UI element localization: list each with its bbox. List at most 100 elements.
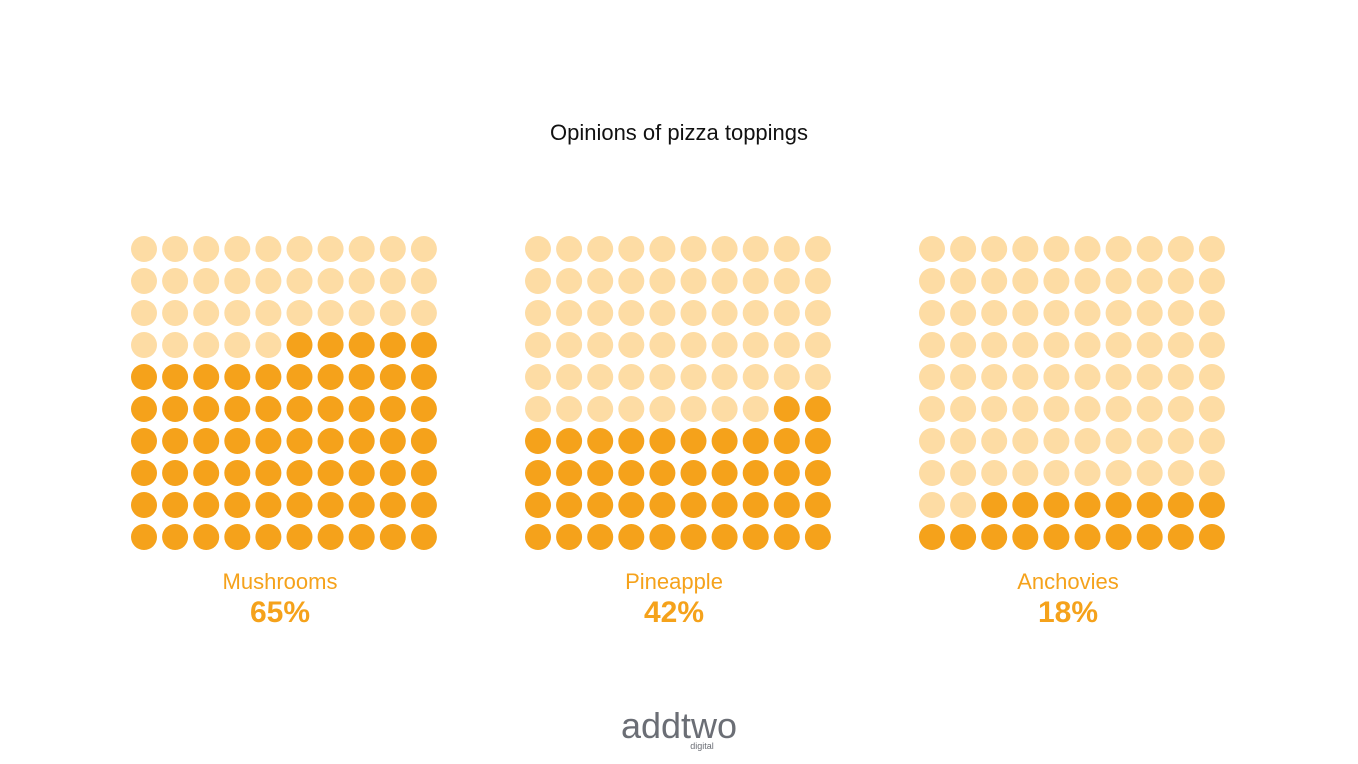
waffle-dot-filled bbox=[224, 492, 251, 518]
waffle-dot-filled bbox=[649, 460, 676, 486]
waffle-dot-empty bbox=[1043, 396, 1070, 422]
waffle-dot-empty bbox=[1074, 268, 1101, 294]
waffle-dot-empty bbox=[162, 332, 189, 358]
waffle-dot-filled bbox=[1012, 492, 1039, 518]
waffle-dot-empty bbox=[286, 300, 313, 326]
waffle-dot-empty bbox=[618, 236, 645, 262]
waffle-dot-empty bbox=[410, 236, 437, 262]
waffle-dot-filled bbox=[410, 460, 437, 486]
waffle-dot-empty bbox=[525, 396, 551, 422]
waffle-dot-empty bbox=[1136, 236, 1163, 262]
waffle-dot-filled bbox=[981, 524, 1008, 550]
waffle-dot-filled bbox=[131, 364, 157, 390]
waffle-dot-filled bbox=[162, 524, 189, 550]
waffle-dot-empty bbox=[711, 236, 738, 262]
waffle-dot-filled bbox=[410, 364, 437, 390]
waffle-dot-empty bbox=[649, 236, 676, 262]
waffle-dot-empty bbox=[255, 332, 282, 358]
waffle-dot-empty bbox=[525, 332, 551, 358]
waffle-dot-empty bbox=[379, 300, 406, 326]
waffle-dot-filled bbox=[379, 492, 406, 518]
waffle-dot-empty bbox=[773, 236, 800, 262]
waffle-dot-empty bbox=[950, 236, 977, 262]
waffle-dot-filled bbox=[410, 524, 437, 550]
waffle-dot-filled bbox=[711, 460, 738, 486]
waffle-dot-empty bbox=[981, 460, 1008, 486]
waffle-dot-empty bbox=[1074, 300, 1101, 326]
waffle-dot-empty bbox=[649, 300, 676, 326]
waffle-dot-empty bbox=[587, 300, 614, 326]
waffle-dot-empty bbox=[1043, 236, 1070, 262]
waffle-dot-empty bbox=[649, 396, 676, 422]
waffle-dot-empty bbox=[556, 268, 583, 294]
waffle-dot-empty bbox=[1105, 300, 1132, 326]
waffle-dot-empty bbox=[950, 396, 977, 422]
waffle-dot-empty bbox=[950, 428, 977, 454]
waffle-grid bbox=[525, 236, 831, 550]
waffle-chart-pineapple bbox=[525, 236, 837, 556]
series-name: Mushrooms bbox=[222, 569, 338, 594]
waffle-dot-empty bbox=[1012, 364, 1039, 390]
waffle-dot-empty bbox=[711, 300, 738, 326]
waffle-dot-filled bbox=[1167, 524, 1194, 550]
logo-tagline-text: digital bbox=[690, 741, 714, 751]
waffle-dot-empty bbox=[919, 428, 945, 454]
waffle-dot-empty bbox=[804, 236, 831, 262]
waffle-dot-empty bbox=[1074, 236, 1101, 262]
waffle-dot-filled bbox=[804, 492, 831, 518]
waffle-dot-empty bbox=[1105, 460, 1132, 486]
waffle-dot-empty bbox=[618, 332, 645, 358]
waffle-dot-empty bbox=[950, 364, 977, 390]
waffle-dot-filled bbox=[587, 460, 614, 486]
waffle-dot-empty bbox=[950, 300, 977, 326]
waffle-dot-filled bbox=[193, 364, 220, 390]
waffle-dot-empty bbox=[317, 268, 344, 294]
waffle-dot-empty bbox=[680, 332, 707, 358]
waffle-dot-filled bbox=[162, 428, 189, 454]
waffle-dot-empty bbox=[286, 236, 313, 262]
waffle-dot-filled bbox=[649, 428, 676, 454]
waffle-dot-filled bbox=[348, 396, 375, 422]
waffle-dot-empty bbox=[1105, 236, 1132, 262]
waffle-dot-filled bbox=[649, 524, 676, 550]
waffle-dot-filled bbox=[680, 492, 707, 518]
waffle-dot-filled bbox=[981, 492, 1008, 518]
waffle-dot-filled bbox=[410, 332, 437, 358]
waffle-dot-filled bbox=[224, 364, 251, 390]
waffle-dot-empty bbox=[1198, 460, 1225, 486]
waffle-dot-filled bbox=[410, 396, 437, 422]
waffle-dot-filled bbox=[556, 524, 583, 550]
series-value: 18% bbox=[1037, 596, 1099, 629]
waffle-dot-empty bbox=[1167, 396, 1194, 422]
waffle-dot-empty bbox=[742, 364, 769, 390]
logo-brand-text: addtwo bbox=[621, 705, 737, 746]
waffle-dot-empty bbox=[525, 364, 551, 390]
waffle-dot-empty bbox=[919, 236, 945, 262]
waffle-dot-empty bbox=[131, 332, 157, 358]
waffle-dot-filled bbox=[348, 460, 375, 486]
waffle-dot-empty bbox=[131, 300, 157, 326]
waffle-dot-filled bbox=[286, 492, 313, 518]
waffle-dot-filled bbox=[711, 492, 738, 518]
waffle-dot-filled bbox=[680, 460, 707, 486]
waffle-dot-filled bbox=[131, 396, 157, 422]
waffle-dot-filled bbox=[317, 492, 344, 518]
waffle-dot-filled bbox=[131, 428, 157, 454]
waffle-dot-empty bbox=[587, 396, 614, 422]
waffle-dot-empty bbox=[742, 236, 769, 262]
waffle-dot-empty bbox=[224, 332, 251, 358]
waffle-dot-filled bbox=[193, 492, 220, 518]
waffle-dot-empty bbox=[1136, 300, 1163, 326]
waffle-dot-empty bbox=[1105, 428, 1132, 454]
waffle-dot-filled bbox=[317, 524, 344, 550]
waffle-dot-filled bbox=[742, 524, 769, 550]
waffle-dot-empty bbox=[1043, 268, 1070, 294]
waffle-dot-filled bbox=[131, 460, 157, 486]
waffle-dot-empty bbox=[981, 428, 1008, 454]
waffle-dot-filled bbox=[1043, 524, 1070, 550]
waffle-dot-empty bbox=[193, 300, 220, 326]
waffle-dot-filled bbox=[379, 364, 406, 390]
waffle-dot-empty bbox=[1043, 460, 1070, 486]
waffle-dot-empty bbox=[950, 268, 977, 294]
waffle-dot-filled bbox=[348, 364, 375, 390]
